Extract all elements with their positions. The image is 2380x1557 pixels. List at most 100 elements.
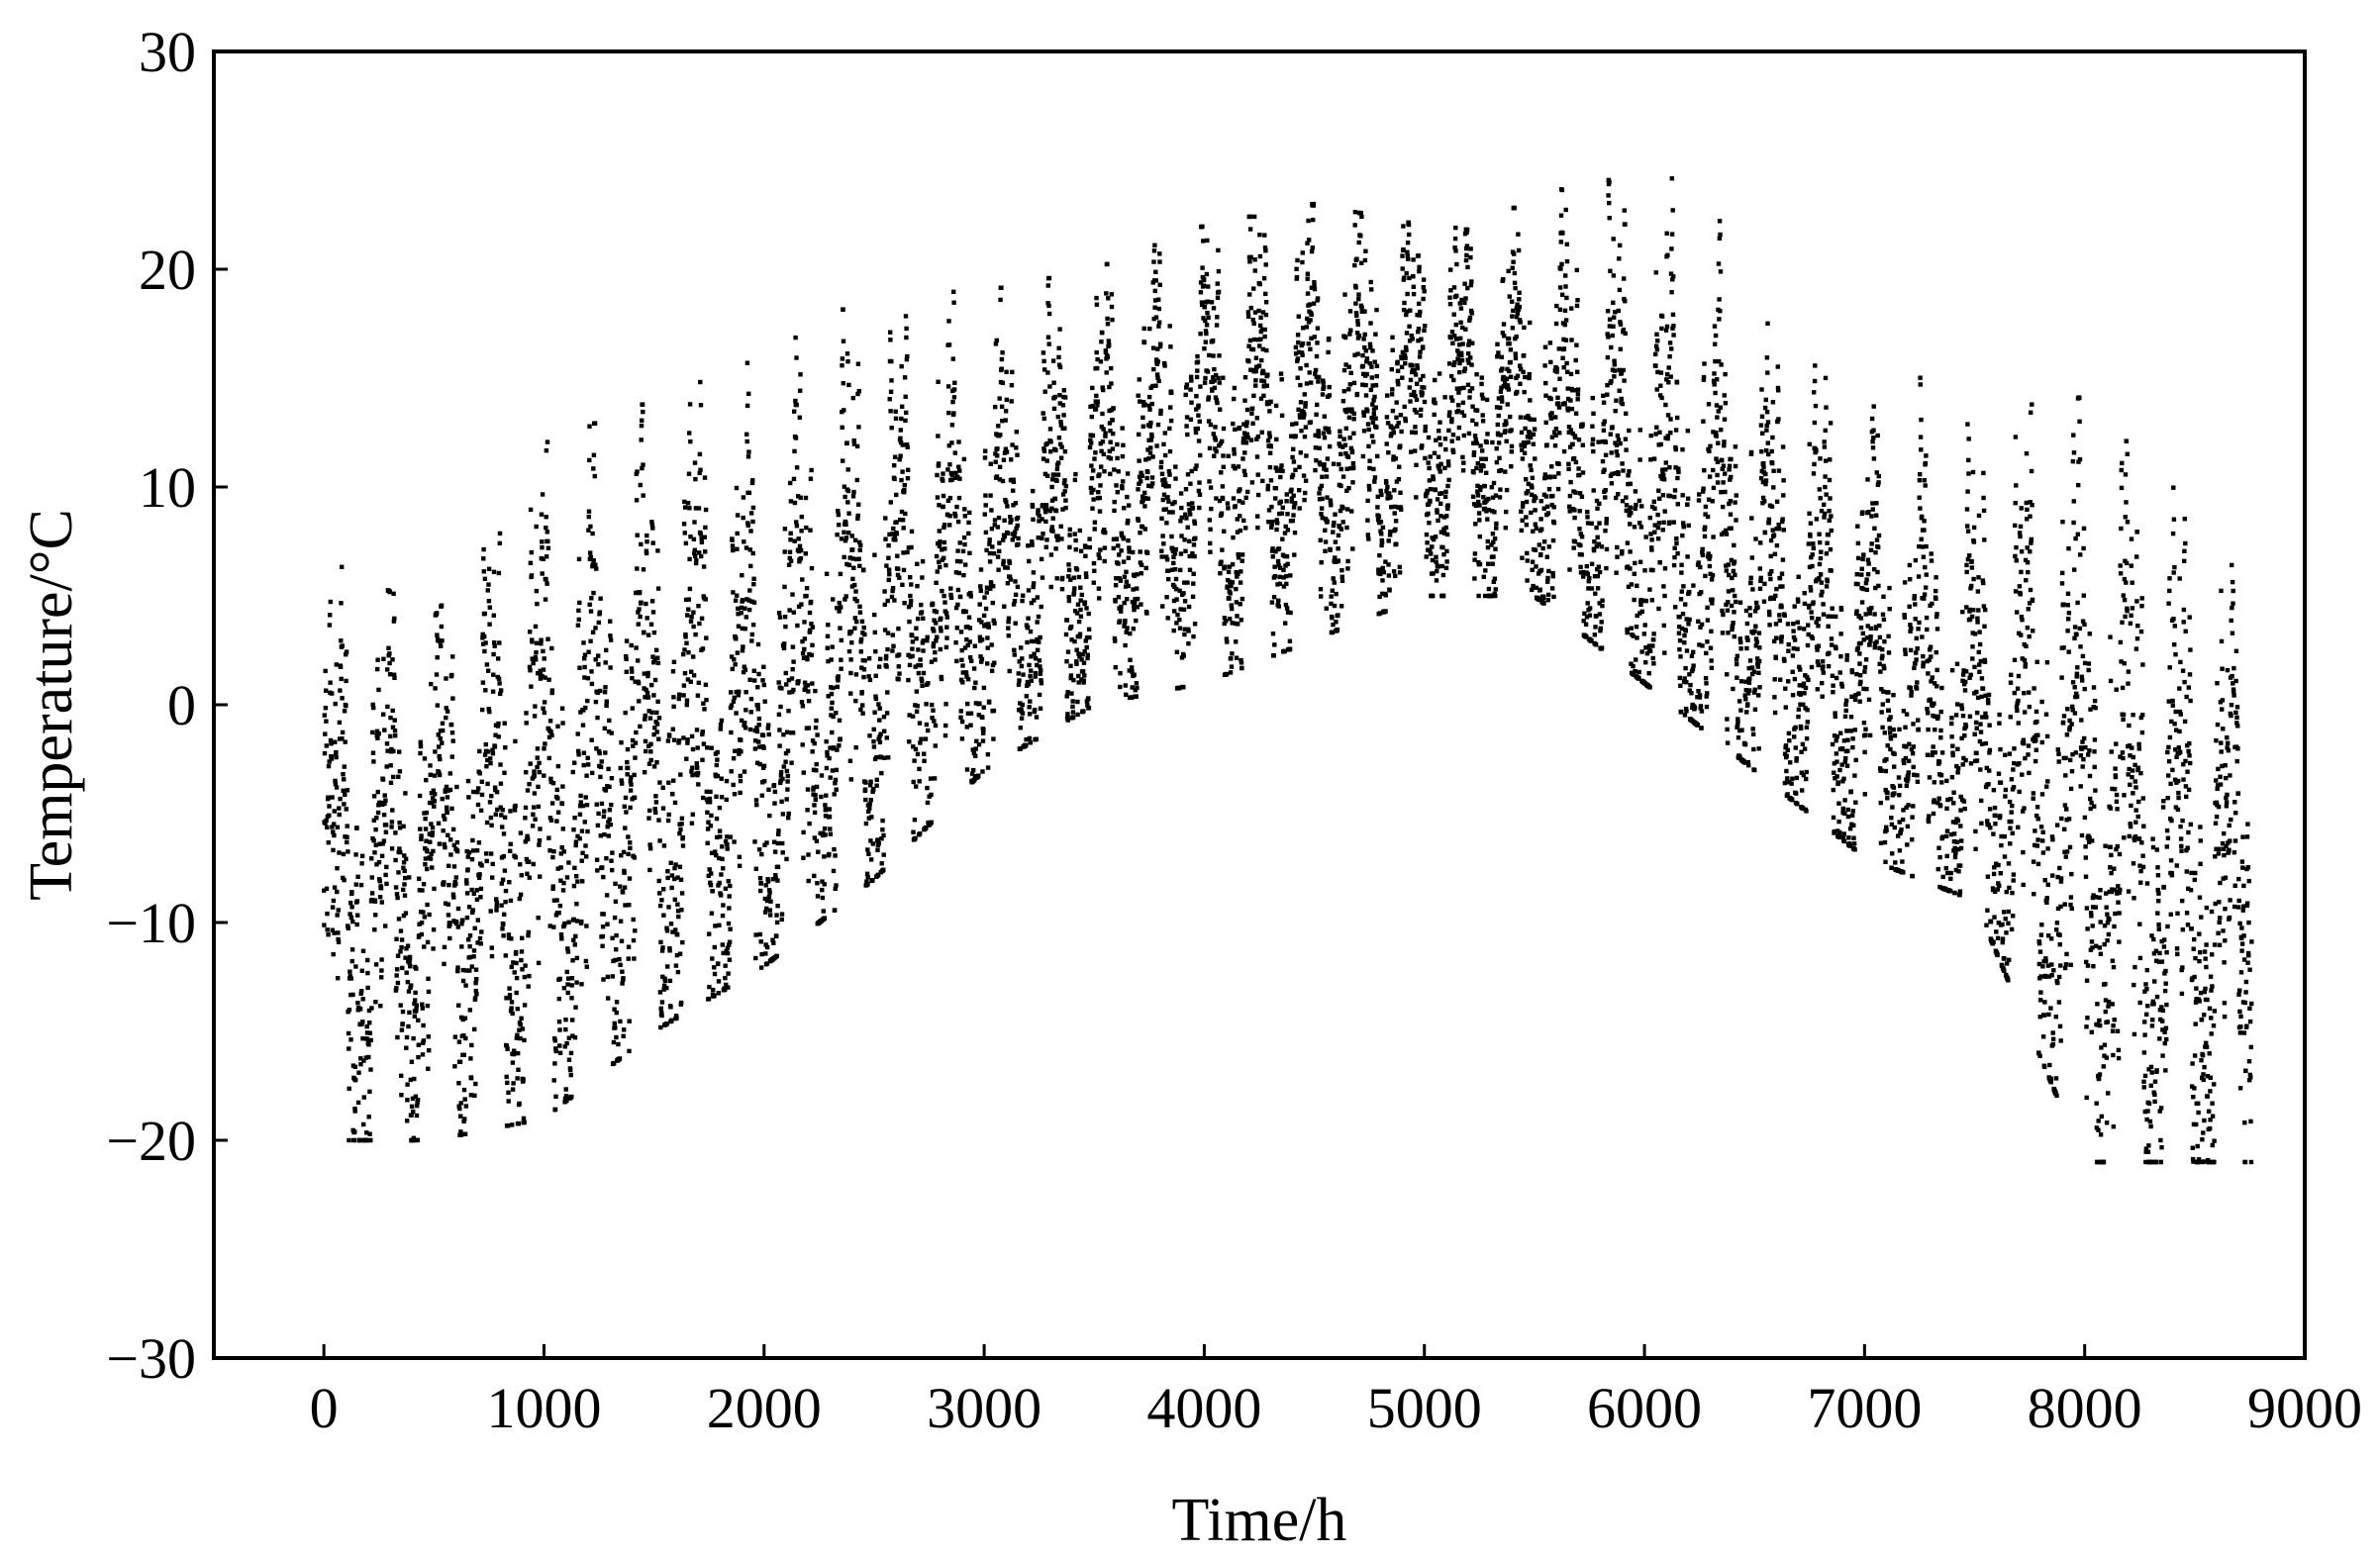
data-point bbox=[808, 476, 814, 481]
data-point bbox=[1182, 627, 1188, 632]
data-point bbox=[1005, 581, 1011, 586]
data-point bbox=[1390, 347, 1395, 352]
data-point bbox=[518, 892, 524, 897]
data-point bbox=[351, 1137, 356, 1143]
data-point bbox=[890, 588, 895, 594]
data-point bbox=[550, 884, 555, 889]
data-point bbox=[640, 465, 645, 471]
data-point bbox=[1095, 365, 1100, 371]
data-point bbox=[978, 567, 984, 572]
data-point bbox=[673, 862, 678, 867]
data-point bbox=[584, 803, 590, 808]
data-point bbox=[1188, 387, 1193, 392]
data-point bbox=[359, 968, 364, 973]
data-point bbox=[1322, 436, 1328, 440]
data-point bbox=[1159, 548, 1164, 553]
data-point bbox=[757, 876, 763, 881]
data-point bbox=[1231, 496, 1237, 501]
data-point bbox=[1044, 473, 1050, 478]
data-point bbox=[954, 626, 959, 631]
data-point bbox=[1184, 415, 1190, 420]
data-point bbox=[456, 1003, 461, 1008]
data-point bbox=[792, 500, 798, 506]
data-point bbox=[1407, 324, 1412, 329]
data-point bbox=[1220, 547, 1225, 552]
data-point bbox=[494, 908, 499, 913]
data-point bbox=[519, 873, 524, 878]
data-point bbox=[1150, 454, 1155, 459]
data-point bbox=[809, 565, 815, 571]
data-point bbox=[1409, 392, 1414, 398]
data-point bbox=[789, 760, 794, 765]
data-point bbox=[1162, 363, 1167, 368]
data-point bbox=[701, 701, 706, 706]
data-point bbox=[689, 614, 694, 620]
data-point bbox=[1012, 647, 1017, 652]
data-point bbox=[1172, 567, 1178, 572]
data-point bbox=[690, 812, 695, 817]
data-point bbox=[973, 680, 978, 685]
data-point bbox=[985, 661, 990, 666]
data-point bbox=[488, 756, 493, 761]
data-point bbox=[979, 659, 984, 664]
data-point bbox=[524, 721, 529, 726]
data-point bbox=[909, 582, 914, 587]
data-point bbox=[340, 696, 345, 701]
data-point bbox=[1312, 286, 1318, 292]
data-point bbox=[469, 857, 475, 862]
data-point bbox=[1026, 682, 1031, 687]
data-point bbox=[792, 409, 797, 414]
data-point bbox=[1230, 651, 1235, 656]
data-point bbox=[395, 895, 400, 901]
data-point bbox=[323, 821, 328, 826]
data-point bbox=[569, 983, 574, 988]
data-point bbox=[726, 985, 731, 990]
data-point bbox=[992, 518, 998, 523]
data-point bbox=[1234, 600, 1240, 605]
data-point bbox=[729, 730, 734, 735]
data-point bbox=[929, 792, 934, 798]
data-point bbox=[898, 436, 903, 440]
data-point bbox=[565, 949, 571, 954]
data-point bbox=[1392, 511, 1397, 516]
data-point bbox=[565, 982, 570, 987]
data-point bbox=[1197, 480, 1202, 485]
data-point bbox=[1185, 472, 1191, 477]
data-point bbox=[1142, 490, 1147, 496]
data-point bbox=[1103, 349, 1109, 355]
data-point bbox=[575, 623, 581, 628]
data-point bbox=[1374, 363, 1380, 368]
data-point bbox=[1128, 657, 1133, 662]
data-point bbox=[1371, 466, 1376, 472]
data-point bbox=[1062, 395, 1068, 400]
data-point bbox=[580, 803, 585, 809]
data-point bbox=[659, 1011, 664, 1016]
data-point bbox=[995, 453, 1000, 458]
data-point bbox=[686, 471, 692, 476]
data-point bbox=[1127, 503, 1132, 508]
data-point bbox=[645, 690, 650, 696]
data-point bbox=[806, 699, 812, 704]
data-point bbox=[936, 379, 941, 384]
data-point bbox=[445, 805, 449, 810]
data-point bbox=[518, 1035, 523, 1041]
data-point bbox=[1398, 443, 1403, 448]
data-point bbox=[738, 773, 743, 779]
data-point bbox=[437, 744, 442, 749]
data-point bbox=[1000, 478, 1006, 484]
data-point bbox=[1250, 421, 1255, 426]
data-point bbox=[478, 886, 484, 892]
data-point bbox=[1306, 218, 1311, 224]
data-point bbox=[1007, 560, 1013, 565]
data-point bbox=[1229, 656, 1234, 661]
data-point bbox=[387, 660, 392, 666]
data-point bbox=[750, 478, 755, 483]
data-point bbox=[1273, 403, 1279, 409]
data-point bbox=[868, 798, 873, 803]
data-point bbox=[650, 526, 655, 531]
data-point bbox=[900, 582, 905, 587]
data-point bbox=[439, 624, 445, 630]
data-point bbox=[1409, 449, 1414, 454]
data-point bbox=[1212, 453, 1217, 458]
data-point bbox=[1143, 457, 1148, 462]
